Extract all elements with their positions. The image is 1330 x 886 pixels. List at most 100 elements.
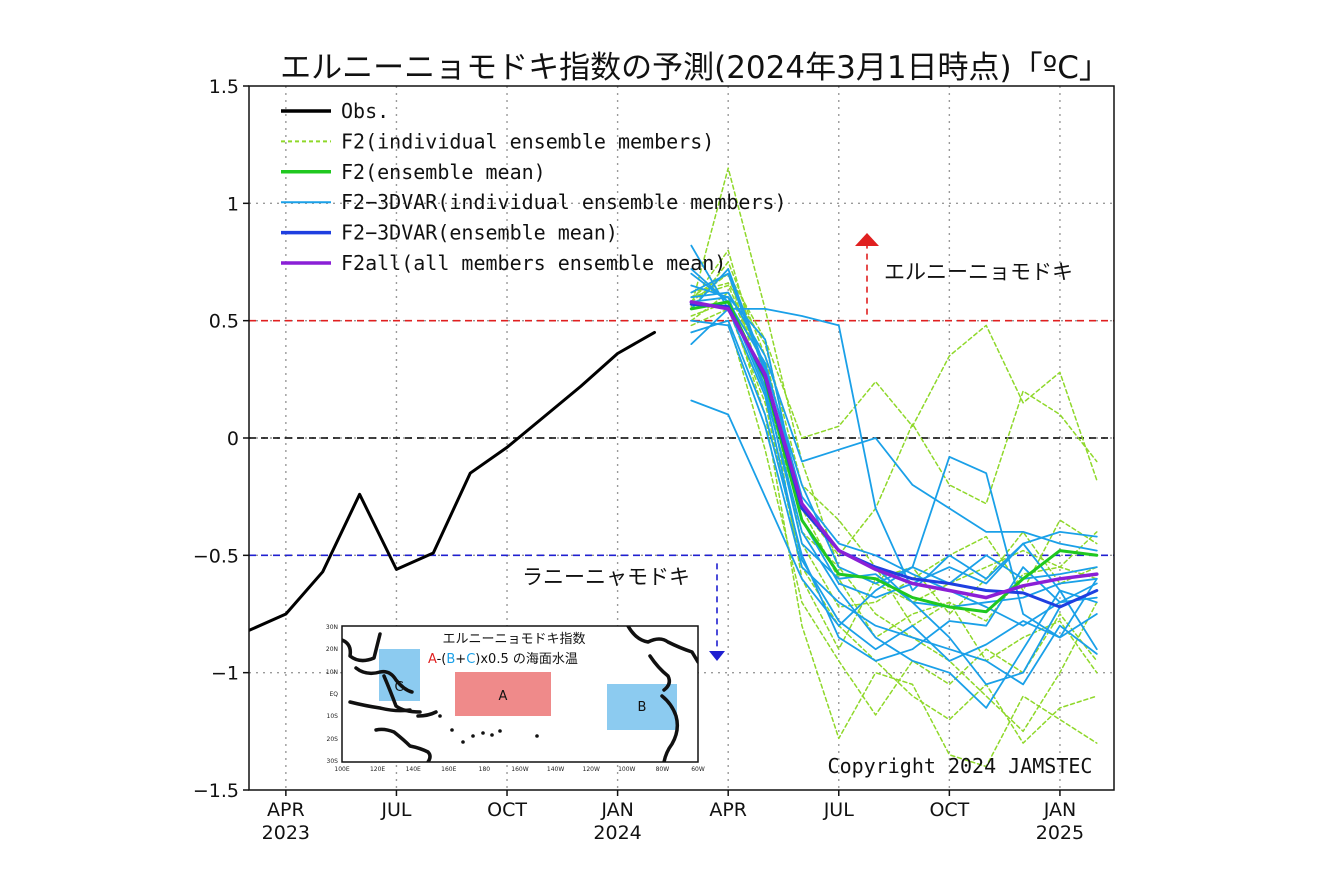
series-1-member-3 (690, 249, 1098, 557)
y-tick-label-6: 1.5 (209, 76, 239, 98)
series-0-line (249, 330, 656, 632)
y-tick-label-1: −1 (211, 663, 239, 685)
inset-island-0 (438, 714, 442, 718)
x-tick-label-3: JAN (600, 799, 633, 821)
coast-indonesia (348, 700, 412, 713)
series-1-member-1 (690, 272, 1098, 481)
inset-lon-label-5: 160W (511, 766, 528, 773)
annotation-arrow-up-head (855, 233, 879, 246)
series-layer (249, 167, 1099, 768)
inset-island-7 (535, 734, 539, 738)
x-tick-label-0: APR (267, 799, 305, 821)
series-3-member-2 (690, 291, 1098, 552)
annotation-el-nino-modoki: エルニーニョモドキ (884, 260, 1073, 284)
inset-lon-label-0: 100E (334, 766, 349, 773)
inset-box-b (607, 684, 677, 730)
inset-lat-label-1: 20N (326, 646, 338, 653)
x-tick-label-2: OCT (487, 799, 527, 821)
inset-lat-label-0: 30N (326, 624, 338, 631)
inset-formula: A-(B+C)x0.5 の海面水温 (428, 652, 578, 667)
inset-formula-part-2: B (446, 652, 455, 667)
chart-title: エルニーニョモドキ指数の予測(2024年3月1日時点)「ºC」 (280, 50, 1110, 86)
series-5-line (689, 300, 1099, 600)
legend-label-1: F2(individual ensemble members) (341, 129, 714, 153)
inset-formula-part-0: A (428, 652, 437, 667)
inset-lon-label-7: 120W (583, 766, 600, 773)
coast-central-america (648, 654, 672, 692)
x-tick-label-6: OCT (929, 799, 969, 821)
legend: Obs. F2(individual ensemble members) F2(en… (281, 99, 787, 275)
inset-island-1 (450, 728, 454, 732)
inset-island-4 (481, 731, 485, 735)
x-tick-label-7: JAN (1043, 799, 1076, 821)
inset-lon-label-6: 140W (547, 766, 564, 773)
legend-label-4: F2−3DVAR(ensemble mean) (341, 221, 618, 245)
inset-lon-label-2: 140E (406, 766, 421, 773)
inset-lon-label-4: 180 (479, 766, 491, 773)
inset-box-label-a: A (499, 689, 508, 704)
coast-philippines (382, 674, 422, 714)
series-1-member-7 (690, 261, 1098, 639)
y-tick-label-0: −1.5 (193, 780, 239, 802)
x-tick-label-5: JUL (823, 799, 855, 821)
y-tick-label-3: 0 (227, 428, 239, 450)
coast-asia (342, 632, 382, 663)
legend-label-2: F2(ensemble mean) (341, 160, 546, 184)
inset-box-a (455, 672, 551, 716)
legend-label-3: F2−3DVAR(individual ensemble members) (341, 190, 787, 214)
series-3-member-7 (690, 319, 1098, 686)
series-3-member-3 (690, 272, 1098, 709)
coast-north-america (626, 626, 698, 664)
inset-lon-label-1: 120E (370, 766, 385, 773)
reference-lines (249, 319, 1114, 557)
x-tick-year-7: 2025 (1036, 822, 1084, 844)
coast-south-america (660, 694, 680, 762)
series-1-member-0 (690, 167, 1098, 733)
legend-label-0: Obs. (341, 99, 389, 123)
inset-islands (438, 714, 539, 744)
inset-lat-label-5: 20S (327, 736, 339, 743)
copyright-notice: Copyright 2024 JAMSTEC (828, 754, 1093, 778)
inset-lon-label-9: 80W (656, 766, 670, 773)
inset-coastlines (342, 626, 698, 762)
x-tick-year-3: 2024 (593, 822, 641, 844)
series-1-member-9 (690, 308, 1098, 744)
coast-australia (374, 727, 432, 762)
inset-title: エルニーニョモドキ指数 (442, 632, 585, 647)
inset-lat-label-2: 10N (326, 669, 338, 676)
inset-formula-part-5: )x0.5 の海面水温 (475, 652, 578, 667)
inset-lon-label-8: 100W (618, 766, 635, 773)
legend-label-5: F2all(all members ensemble mean) (341, 251, 726, 275)
inset-formula-part-4: C (466, 652, 475, 667)
series-1-member-5 (690, 282, 1098, 674)
inset-formula-part-3: + (455, 652, 466, 667)
y-tick-label-2: −0.5 (193, 545, 239, 567)
inset-lat-label-3: EQ (329, 691, 338, 698)
x-tick-label-1: JUL (380, 799, 412, 821)
annotation-la-nina-modoki: ラニーニャモドキ (522, 565, 690, 589)
inset-lat-label-6: 30S (327, 758, 339, 765)
inset-box-label-c: C (394, 680, 403, 695)
inset-lon-label-10: 60W (691, 766, 705, 773)
series-3-member-11 (690, 268, 1098, 627)
inset-lat-label-4: 10S (327, 713, 339, 720)
inset-island-2 (461, 740, 465, 744)
series-3-member-10 (690, 307, 1098, 662)
inset-formula-part-1: -( (437, 652, 447, 667)
series-3-member-1 (690, 399, 1098, 639)
inset-box-label-b: B (638, 700, 647, 715)
coast-indochina (354, 666, 414, 694)
series-3-member-6 (690, 284, 1098, 686)
x-tick-label-4: APR (709, 799, 747, 821)
coast-newguinea (416, 710, 438, 718)
inset-island-3 (471, 734, 475, 738)
y-axis: −1.5 −1 −0.5 0 0.5 1 1.5 (193, 76, 249, 802)
inset-island-5 (490, 733, 494, 737)
y-tick-label-5: 1 (227, 193, 239, 215)
inset-island-6 (498, 729, 502, 733)
